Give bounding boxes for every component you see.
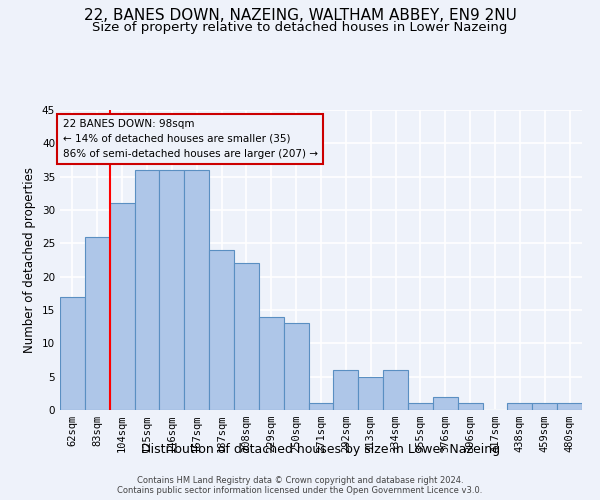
Bar — [160, 170, 184, 410]
Bar — [508, 404, 532, 410]
Bar — [383, 370, 408, 410]
Text: 22, BANES DOWN, NAZEING, WALTHAM ABBEY, EN9 2NU: 22, BANES DOWN, NAZEING, WALTHAM ABBEY, … — [83, 8, 517, 22]
Bar — [85, 236, 110, 410]
Bar — [184, 170, 209, 410]
Bar — [259, 316, 284, 410]
Bar — [308, 404, 334, 410]
Text: Size of property relative to detached houses in Lower Nazeing: Size of property relative to detached ho… — [92, 21, 508, 34]
Bar — [408, 404, 433, 410]
Y-axis label: Number of detached properties: Number of detached properties — [23, 167, 37, 353]
Bar — [209, 250, 234, 410]
Text: Distribution of detached houses by size in Lower Nazeing: Distribution of detached houses by size … — [142, 442, 500, 456]
Bar — [433, 396, 458, 410]
Bar — [532, 404, 557, 410]
Bar — [358, 376, 383, 410]
Text: Contains HM Land Registry data © Crown copyright and database right 2024.
Contai: Contains HM Land Registry data © Crown c… — [118, 476, 482, 495]
Bar — [334, 370, 358, 410]
Bar — [110, 204, 134, 410]
Bar — [284, 324, 308, 410]
Bar — [458, 404, 482, 410]
Bar — [134, 170, 160, 410]
Bar — [557, 404, 582, 410]
Text: 22 BANES DOWN: 98sqm
← 14% of detached houses are smaller (35)
86% of semi-detac: 22 BANES DOWN: 98sqm ← 14% of detached h… — [62, 119, 317, 158]
Bar — [234, 264, 259, 410]
Bar — [60, 296, 85, 410]
